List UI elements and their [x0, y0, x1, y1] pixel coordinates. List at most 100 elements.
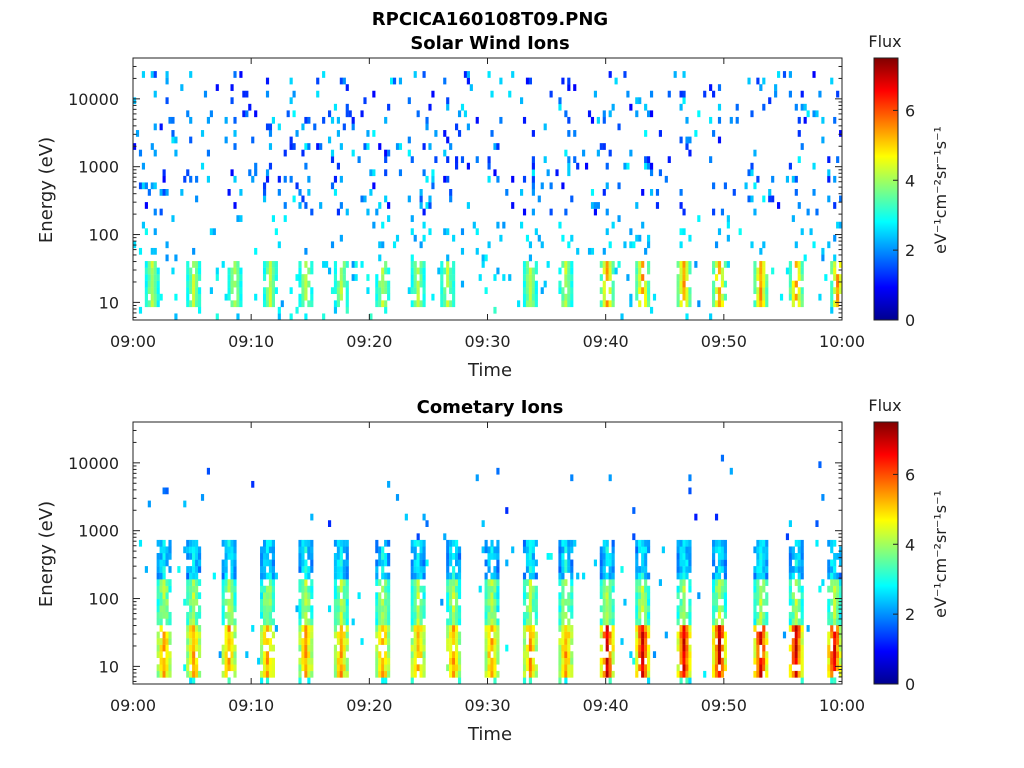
heatmap-cell: [608, 267, 612, 275]
heatmap-cell: [720, 553, 725, 560]
heatmap-cell: [564, 110, 568, 118]
heatmap-cell: [641, 638, 645, 645]
heatmap-cell: [496, 467, 500, 475]
heatmap-cell: [729, 116, 733, 124]
heatmap-cell: [387, 670, 391, 678]
heatmap-cell: [649, 306, 654, 314]
heatmap-cell: [791, 592, 795, 600]
heatmap-cell: [413, 585, 417, 593]
heatmap-cell: [304, 546, 308, 554]
heatmap-cell: [661, 546, 665, 554]
heatmap-cell: [590, 202, 595, 209]
heatmap-cell: [685, 644, 689, 652]
heatmap-cell: [561, 234, 565, 242]
heatmap-cell: [753, 651, 757, 658]
heatmap-cell: [676, 274, 680, 281]
heatmap-cell: [413, 546, 417, 554]
heatmap-cell: [531, 280, 535, 288]
heatmap-cell: [268, 638, 273, 645]
heatmap-cell: [410, 611, 414, 619]
heatmap-cell: [723, 546, 727, 554]
heatmap-cell: [487, 631, 491, 639]
heatmap-cell: [425, 116, 429, 124]
heatmap-cell: [726, 215, 730, 222]
heatmap-cell: [327, 605, 332, 613]
heatmap-cell: [248, 169, 252, 177]
heatmap-cell: [449, 670, 453, 678]
heatmap-cell: [717, 228, 722, 236]
heatmap-cell: [762, 638, 766, 645]
heatmap-cell: [413, 611, 417, 619]
heatmap-cell: [647, 300, 651, 308]
heatmap-cell: [525, 261, 530, 268]
heatmap-cell: [564, 625, 568, 632]
heatmap-cell: [599, 572, 603, 580]
heatmap-cell: [387, 480, 391, 488]
heatmap-cell: [192, 579, 196, 586]
heatmap-cell: [605, 592, 609, 600]
heatmap-cell: [605, 598, 609, 606]
heatmap-cell: [759, 247, 763, 255]
heatmap-cell: [717, 625, 722, 632]
heatmap-cell: [186, 300, 190, 308]
heatmap-cell: [833, 553, 837, 560]
heatmap-cell: [319, 202, 323, 209]
heatmap-cell: [759, 274, 763, 281]
heatmap-cell: [534, 605, 538, 613]
heatmap-cell: [159, 585, 163, 593]
heatmap-cell: [602, 300, 606, 308]
heatmap-cell: [685, 300, 689, 308]
heatmap-cell: [416, 293, 420, 301]
heatmap-cell: [171, 130, 175, 137]
heatmap-cell: [531, 605, 535, 613]
heatmap-cell: [623, 241, 627, 249]
heatmap-cell: [410, 274, 414, 281]
heatmap-cell: [186, 657, 190, 665]
heatmap-cell: [620, 313, 624, 321]
heatmap-cell: [141, 182, 146, 190]
heatmap-cell: [387, 539, 391, 547]
heatmap-cell: [753, 287, 757, 294]
heatmap-cell: [685, 553, 689, 560]
heatmap-cell: [268, 287, 273, 294]
heatmap-cell: [262, 195, 267, 203]
heatmap-cell: [195, 657, 199, 665]
heatmap-cell: [712, 611, 716, 619]
heatmap-cell: [570, 195, 574, 203]
heatmap-cell: [150, 143, 154, 150]
heatmap-cell: [410, 539, 414, 547]
heatmap-cell: [753, 657, 757, 665]
heatmap-cell: [457, 572, 462, 580]
heatmap-cell: [818, 461, 822, 469]
heatmap-cell: [183, 175, 187, 183]
heatmap-cell: [567, 670, 571, 678]
heatmap-cell: [800, 90, 804, 98]
colorbar-title-cometary: Flux: [868, 396, 901, 415]
heatmap-cell: [410, 638, 414, 645]
heatmap-cell: [307, 300, 311, 308]
heatmap-cell: [788, 625, 792, 632]
heatmap-cell: [644, 651, 648, 658]
heatmap-cell: [239, 267, 243, 275]
heatmap-cell: [345, 261, 349, 268]
heatmap-cell: [791, 598, 795, 606]
heatmap-cell: [197, 274, 202, 281]
heatmap-cell: [224, 611, 228, 619]
heatmap-cell: [490, 618, 494, 626]
heatmap-cell: [679, 267, 683, 275]
heatmap-cell: [493, 618, 497, 626]
heatmap-cell: [310, 664, 314, 672]
heatmap-cell: [800, 103, 804, 111]
heatmap-cell: [605, 638, 609, 645]
y-axis-label-cometary: Energy (eV): [36, 501, 57, 607]
heatmap-cell: [599, 559, 603, 567]
heatmap-cell: [457, 566, 462, 573]
heatmap-cell: [446, 280, 450, 288]
heatmap-cell: [446, 592, 450, 600]
heatmap-cell: [720, 618, 725, 626]
heatmap-cell: [570, 474, 574, 482]
heatmap-cell: [428, 103, 432, 111]
heatmap-cell: [449, 287, 453, 294]
heatmap-cell: [525, 592, 530, 600]
heatmap-cell: [183, 598, 187, 606]
